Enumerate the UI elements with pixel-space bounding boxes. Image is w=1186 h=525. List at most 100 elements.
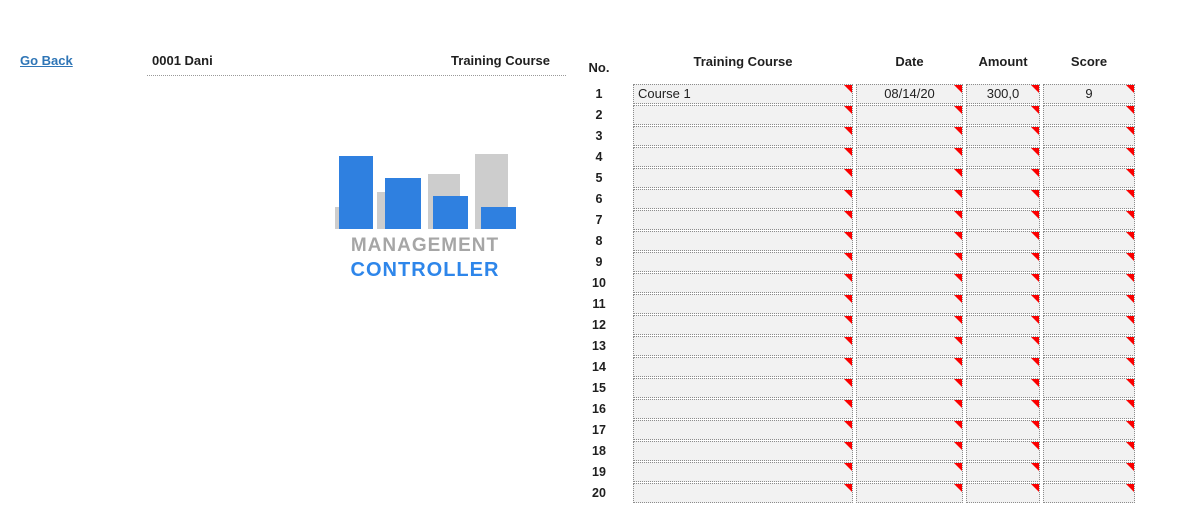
amount-cell[interactable]: [966, 126, 1040, 146]
comment-marker-icon: [954, 148, 962, 156]
amount-cell[interactable]: [966, 294, 1040, 314]
amount-cell[interactable]: 300,0: [966, 84, 1040, 104]
date-cell[interactable]: [856, 126, 963, 146]
amount-cell[interactable]: [966, 378, 1040, 398]
score-cell[interactable]: [1043, 231, 1135, 251]
date-cell[interactable]: [856, 420, 963, 440]
amount-cell[interactable]: [966, 147, 1040, 167]
date-cell[interactable]: [856, 378, 963, 398]
course-cell[interactable]: [633, 399, 853, 419]
comment-marker-icon: [954, 400, 962, 408]
course-cell[interactable]: Course 1: [633, 84, 853, 104]
score-cell[interactable]: [1043, 210, 1135, 230]
date-cell[interactable]: [856, 483, 963, 503]
course-cell[interactable]: [633, 315, 853, 335]
course-cell[interactable]: [633, 105, 853, 125]
amount-cell[interactable]: [966, 357, 1040, 377]
amount-cell[interactable]: [966, 483, 1040, 503]
score-cell[interactable]: [1043, 126, 1135, 146]
date-cell[interactable]: [856, 336, 963, 356]
score-cell[interactable]: [1043, 399, 1135, 419]
score-cell[interactable]: [1043, 252, 1135, 272]
comment-marker-icon: [844, 190, 852, 198]
comment-marker-icon: [844, 484, 852, 492]
amount-cell[interactable]: [966, 168, 1040, 188]
amount-cell[interactable]: [966, 336, 1040, 356]
amount-cell[interactable]: [966, 441, 1040, 461]
date-cell[interactable]: 08/14/20: [856, 84, 963, 104]
date-cell[interactable]: [856, 105, 963, 125]
amount-cell[interactable]: [966, 462, 1040, 482]
comment-marker-icon: [844, 337, 852, 345]
amount-cell[interactable]: [966, 273, 1040, 293]
date-cell[interactable]: [856, 441, 963, 461]
course-cell[interactable]: [633, 252, 853, 272]
course-cell[interactable]: [633, 378, 853, 398]
course-cell[interactable]: [633, 420, 853, 440]
score-cell[interactable]: [1043, 147, 1135, 167]
course-cell[interactable]: [633, 168, 853, 188]
comment-marker-icon: [954, 232, 962, 240]
date-cell[interactable]: [856, 168, 963, 188]
go-back-link[interactable]: Go Back: [20, 53, 73, 68]
amount-cell[interactable]: [966, 231, 1040, 251]
amount-cell[interactable]: [966, 399, 1040, 419]
course-cell[interactable]: [633, 189, 853, 209]
course-cell[interactable]: [633, 483, 853, 503]
date-cell[interactable]: [856, 147, 963, 167]
date-cell[interactable]: [856, 273, 963, 293]
amount-cell[interactable]: [966, 420, 1040, 440]
course-cell[interactable]: [633, 336, 853, 356]
score-cell[interactable]: [1043, 168, 1135, 188]
course-cell[interactable]: [633, 462, 853, 482]
amount-cell[interactable]: [966, 105, 1040, 125]
date-cell[interactable]: [856, 231, 963, 251]
score-cell[interactable]: [1043, 273, 1135, 293]
score-cell[interactable]: 9: [1043, 84, 1135, 104]
comment-marker-icon: [1126, 148, 1134, 156]
comment-marker-icon: [1031, 463, 1039, 471]
row-number: 2: [595, 108, 603, 122]
amount-cell[interactable]: [966, 315, 1040, 335]
date-cell[interactable]: [856, 357, 963, 377]
course-cell[interactable]: [633, 126, 853, 146]
score-cell[interactable]: [1043, 462, 1135, 482]
score-cell[interactable]: [1043, 315, 1135, 335]
score-cell[interactable]: [1043, 357, 1135, 377]
score-cell[interactable]: [1043, 336, 1135, 356]
course-cell[interactable]: [633, 210, 853, 230]
score-cell[interactable]: [1043, 378, 1135, 398]
amount-cell[interactable]: [966, 189, 1040, 209]
amount-cell[interactable]: [966, 252, 1040, 272]
comment-marker-icon: [1126, 358, 1134, 366]
comment-marker-icon: [844, 421, 852, 429]
date-cell[interactable]: [856, 462, 963, 482]
score-cell[interactable]: [1043, 441, 1135, 461]
course-cell[interactable]: [633, 357, 853, 377]
comment-marker-icon: [954, 85, 962, 93]
score-cell[interactable]: [1043, 189, 1135, 209]
score-cell[interactable]: [1043, 105, 1135, 125]
amount-cell[interactable]: [966, 210, 1040, 230]
course-cell[interactable]: [633, 273, 853, 293]
comment-marker-icon: [844, 148, 852, 156]
comment-marker-icon: [1126, 442, 1134, 450]
date-cell[interactable]: [856, 252, 963, 272]
score-cell[interactable]: [1043, 294, 1135, 314]
course-cell[interactable]: [633, 441, 853, 461]
date-cell[interactable]: [856, 399, 963, 419]
date-cell[interactable]: [856, 294, 963, 314]
course-cell[interactable]: [633, 231, 853, 251]
score-cell[interactable]: [1043, 420, 1135, 440]
comment-marker-icon: [844, 463, 852, 471]
date-cell[interactable]: [856, 189, 963, 209]
comment-marker-icon: [1126, 274, 1134, 282]
score-cell[interactable]: [1043, 483, 1135, 503]
column-header-training-course: Training Course: [693, 54, 793, 69]
record-section-title: Training Course: [451, 53, 550, 68]
course-cell[interactable]: [633, 294, 853, 314]
date-cell[interactable]: [856, 315, 963, 335]
date-cell[interactable]: [856, 210, 963, 230]
comment-marker-icon: [954, 484, 962, 492]
course-cell[interactable]: [633, 147, 853, 167]
